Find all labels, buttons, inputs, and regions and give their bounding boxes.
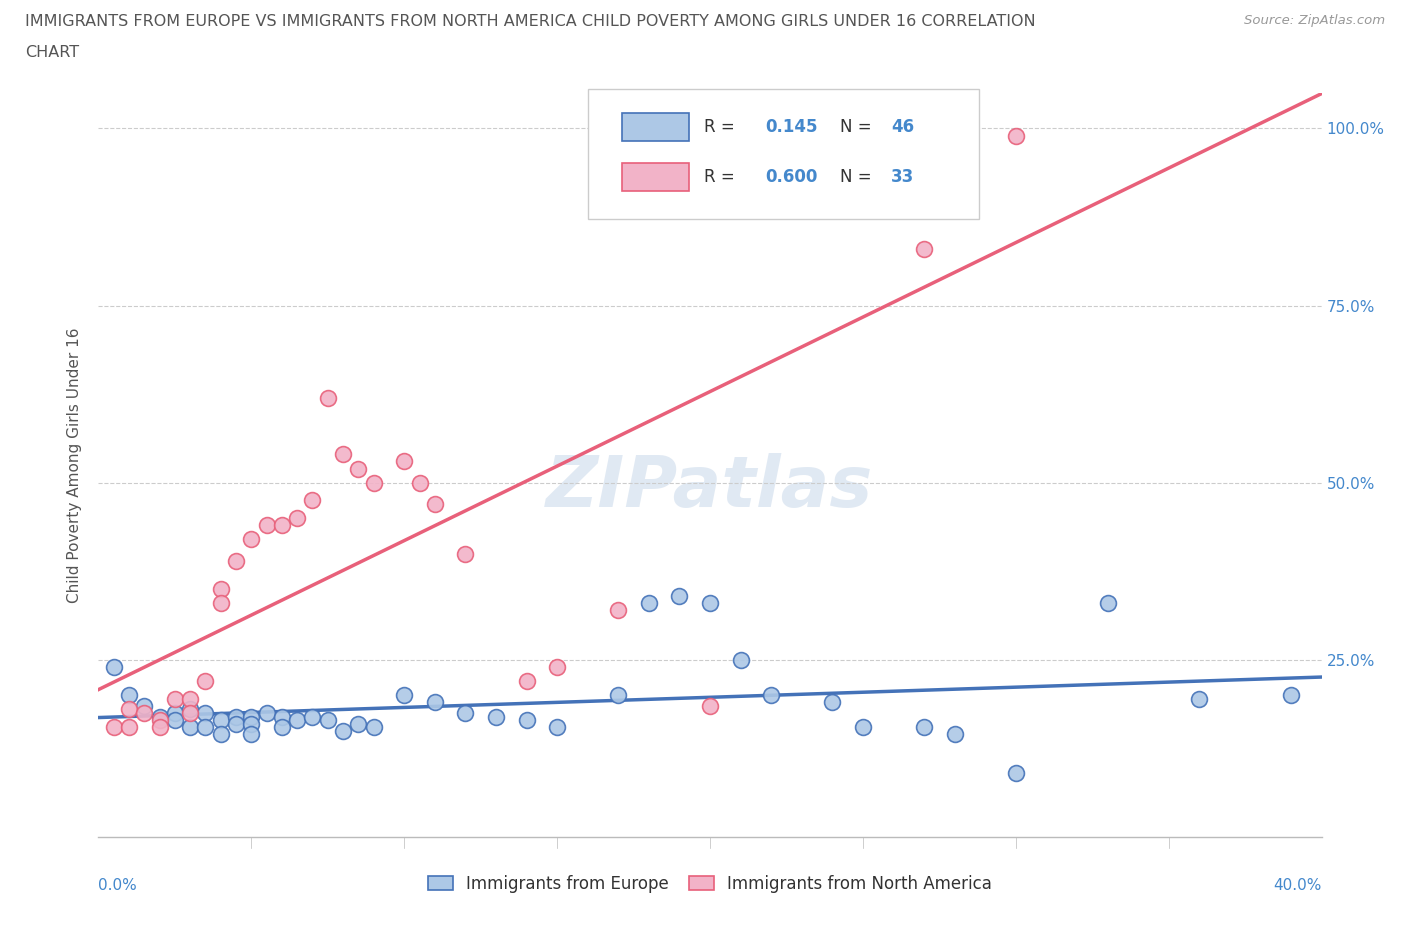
Text: 0.600: 0.600 [765, 168, 817, 186]
FancyBboxPatch shape [588, 89, 979, 219]
Point [256, 518, 278, 533]
Point [363, 720, 385, 735]
Point [240, 727, 263, 742]
Point [209, 712, 232, 727]
Point [163, 712, 186, 727]
Point [134, 706, 156, 721]
Point [118, 720, 141, 735]
Point [516, 712, 538, 727]
Point [423, 695, 446, 710]
Point [912, 242, 935, 257]
Point [240, 716, 263, 731]
Point [454, 546, 477, 561]
Point [637, 596, 661, 611]
Point [301, 493, 323, 508]
Point [163, 706, 186, 721]
FancyBboxPatch shape [621, 163, 689, 192]
Point [285, 712, 308, 727]
Text: 40.0%: 40.0% [1274, 878, 1322, 893]
Point [392, 454, 416, 469]
Point [347, 461, 370, 476]
Text: N =: N = [839, 168, 876, 186]
Point [516, 673, 538, 688]
Point [209, 596, 232, 611]
Legend: Immigrants from Europe, Immigrants from North America: Immigrants from Europe, Immigrants from … [422, 868, 998, 899]
Point [179, 706, 201, 721]
Point [423, 497, 446, 512]
Point [163, 691, 186, 706]
FancyBboxPatch shape [621, 113, 689, 141]
Text: 0.0%: 0.0% [98, 878, 138, 893]
Point [179, 691, 201, 706]
Point [1188, 691, 1211, 706]
Point [730, 653, 752, 668]
Text: IMMIGRANTS FROM EUROPE VS IMMIGRANTS FROM NORTH AMERICA CHILD POVERTY AMONG GIRL: IMMIGRANTS FROM EUROPE VS IMMIGRANTS FRO… [25, 14, 1036, 29]
Text: N =: N = [839, 118, 876, 136]
Text: R =: R = [704, 168, 740, 186]
Point [852, 720, 875, 735]
Point [821, 695, 844, 710]
Point [225, 709, 247, 724]
Point [134, 698, 156, 713]
Point [347, 716, 370, 731]
Point [240, 532, 263, 547]
Point [209, 727, 232, 742]
Text: R =: R = [704, 118, 740, 136]
Point [852, 142, 875, 157]
Point [194, 720, 217, 735]
Point [1097, 596, 1119, 611]
Point [270, 518, 292, 533]
Point [454, 706, 477, 721]
Point [103, 720, 125, 735]
Point [1004, 128, 1026, 143]
Point [179, 720, 201, 735]
Point [149, 712, 172, 727]
Point [607, 688, 630, 703]
Text: ZIPatlas: ZIPatlas [547, 453, 873, 522]
Point [408, 475, 430, 490]
Point [149, 720, 172, 735]
Point [240, 709, 263, 724]
Point [179, 702, 201, 717]
Point [194, 673, 217, 688]
Point [546, 720, 568, 735]
Point [1004, 765, 1026, 780]
Point [103, 659, 125, 674]
Point [392, 688, 416, 703]
Text: Source: ZipAtlas.com: Source: ZipAtlas.com [1244, 14, 1385, 27]
Point [943, 727, 966, 742]
Point [118, 702, 141, 717]
Point [699, 596, 721, 611]
Point [332, 447, 354, 462]
Text: 33: 33 [891, 168, 914, 186]
Point [485, 709, 508, 724]
Point [912, 720, 935, 735]
Point [1279, 688, 1302, 703]
Point [546, 659, 568, 674]
Point [285, 511, 308, 525]
Point [301, 709, 323, 724]
Point [607, 603, 630, 618]
Point [332, 724, 354, 738]
Point [759, 688, 782, 703]
Point [149, 709, 172, 724]
Point [316, 712, 339, 727]
Y-axis label: Child Poverty Among Girls Under 16: Child Poverty Among Girls Under 16 [66, 327, 82, 603]
Point [699, 698, 721, 713]
Text: CHART: CHART [25, 45, 79, 60]
Point [256, 706, 278, 721]
Point [225, 716, 247, 731]
Point [225, 553, 247, 568]
Point [270, 709, 292, 724]
Point [316, 391, 339, 405]
Point [194, 706, 217, 721]
Point [209, 581, 232, 596]
Text: 46: 46 [891, 118, 914, 136]
Text: 0.145: 0.145 [765, 118, 817, 136]
Point [668, 589, 690, 604]
Point [363, 475, 385, 490]
Point [270, 720, 292, 735]
Point [118, 688, 141, 703]
